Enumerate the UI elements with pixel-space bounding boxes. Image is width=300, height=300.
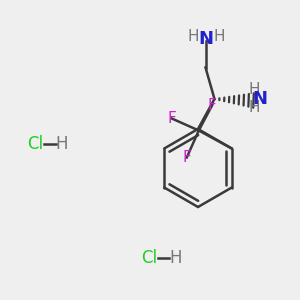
Text: F: F: [208, 98, 217, 112]
Text: Cl: Cl: [27, 135, 43, 153]
Text: N: N: [198, 30, 213, 48]
Text: F: F: [167, 111, 176, 126]
Text: H: H: [169, 249, 182, 267]
Text: H: H: [248, 100, 260, 116]
Text: H: H: [187, 29, 199, 44]
Text: H: H: [55, 135, 68, 153]
Text: F: F: [182, 150, 191, 165]
Text: N: N: [252, 90, 267, 108]
Text: H: H: [248, 82, 260, 98]
Text: Cl: Cl: [141, 249, 157, 267]
Text: H: H: [213, 29, 225, 44]
